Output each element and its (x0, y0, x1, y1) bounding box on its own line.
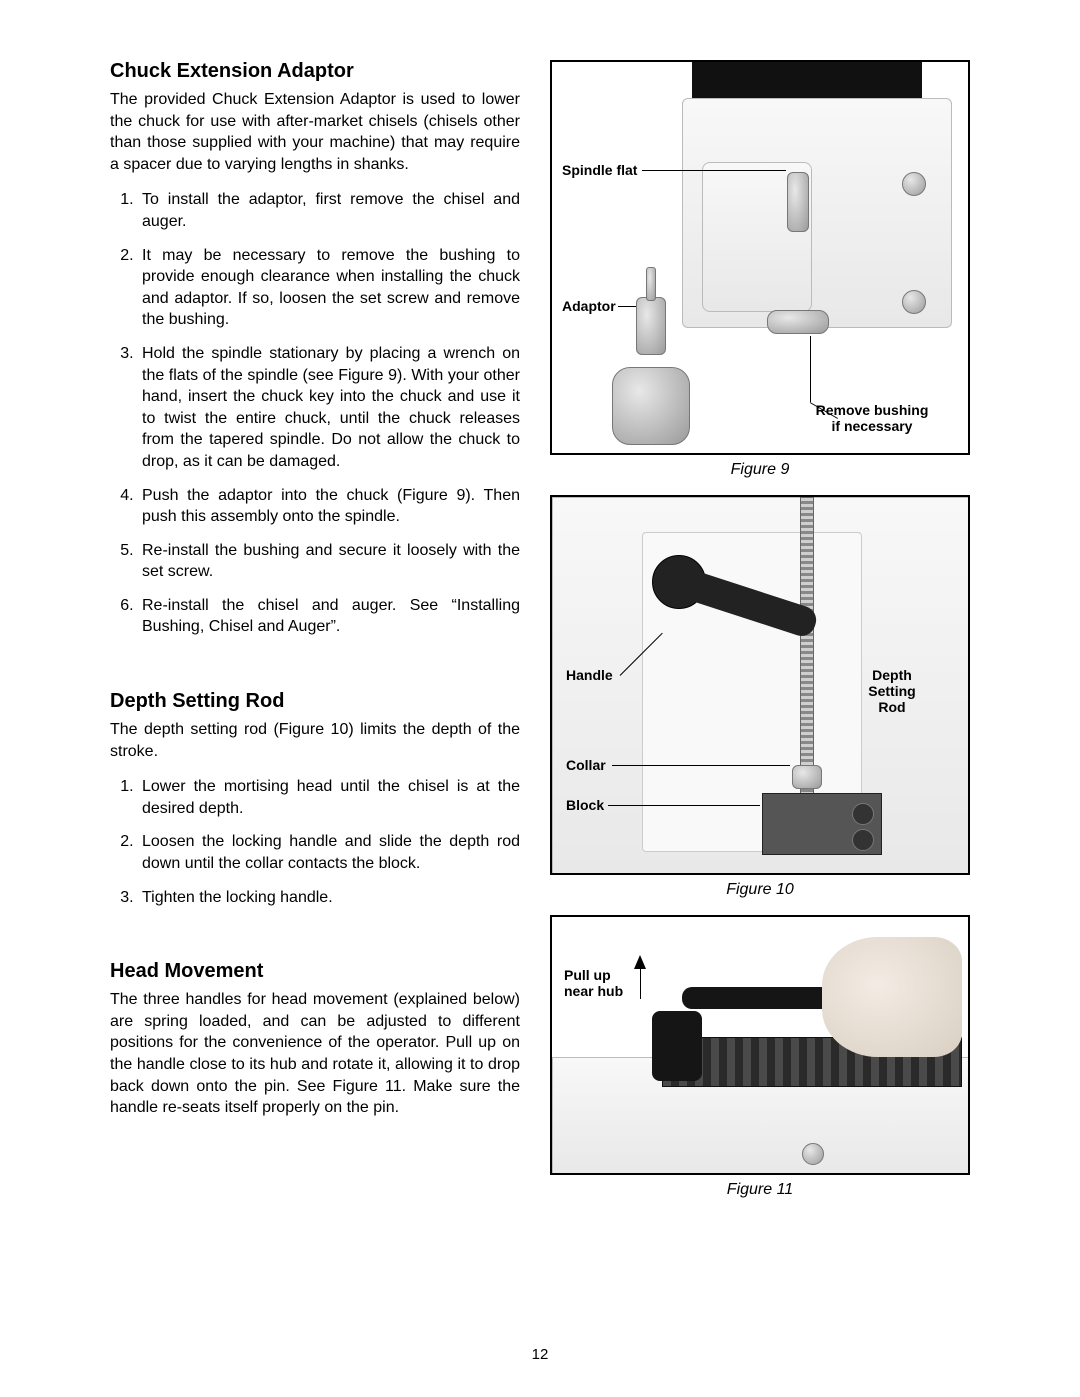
figure-10: Handle Collar Block Depth Setting Rod Fi… (550, 495, 970, 899)
block-screw (852, 803, 874, 825)
list-item: Re-install the chisel and auger. See “In… (138, 595, 520, 638)
list-item: Re-install the bushing and secure it loo… (138, 540, 520, 583)
spindle (787, 172, 809, 232)
depth-intro: The depth setting rod (Figure 10) limits… (110, 719, 520, 762)
arrow-stem (640, 969, 641, 999)
depth-rod-label: Depth Setting Rod (852, 667, 932, 715)
figure-9-caption: Figure 9 (550, 461, 970, 479)
figure-10-caption: Figure 10 (550, 881, 970, 899)
chuck-part (612, 367, 690, 445)
base-hole (802, 1143, 824, 1165)
handle-label: Handle (566, 667, 613, 683)
list-item: To install the adaptor, first remove the… (138, 189, 520, 232)
right-column: Spindle flat Adaptor Remove bushing if n… (550, 60, 970, 1215)
page-number: 12 (0, 1346, 1080, 1363)
collar-label: Collar (566, 757, 606, 773)
list-item: Push the adaptor into the chuck (Figure … (138, 485, 520, 528)
pull-up-label: Pull up near hub (564, 967, 623, 999)
handle-hub (652, 1011, 702, 1081)
depth-steps: Lower the mortising head until the chise… (110, 776, 520, 908)
list-item: Loosen the locking handle and slide the … (138, 831, 520, 874)
chuck-steps: To install the adaptor, first remove the… (110, 189, 520, 638)
left-column: Chuck Extension Adaptor The provided Chu… (110, 60, 520, 1215)
block-screw (852, 829, 874, 851)
collar-part (792, 765, 822, 789)
leader-line (642, 170, 786, 171)
figure-11-caption: Figure 11 (550, 1181, 970, 1199)
remove-bushing-label: Remove bushing if necessary (787, 402, 957, 434)
adaptor-label: Adaptor (562, 298, 616, 314)
bolt-icon (902, 290, 926, 314)
bolt-icon (902, 172, 926, 196)
figure-11-image: Pull up near hub (550, 915, 970, 1175)
figure-11: Pull up near hub Figure 11 (550, 915, 970, 1199)
spindle-flat-label: Spindle flat (562, 162, 637, 178)
block-label: Block (566, 797, 604, 813)
two-column-layout: Chuck Extension Adaptor The provided Chu… (110, 60, 970, 1215)
list-item: Lower the mortising head until the chise… (138, 776, 520, 819)
bushing (767, 310, 829, 334)
list-item: Tighten the locking handle. (138, 887, 520, 909)
hand-icon (822, 937, 962, 1057)
arrow-up-icon (634, 955, 646, 969)
chuck-heading: Chuck Extension Adaptor (110, 60, 520, 83)
figure-10-image: Handle Collar Block Depth Setting Rod (550, 495, 970, 875)
page: Chuck Extension Adaptor The provided Chu… (0, 0, 1080, 1397)
adaptor-part (636, 297, 666, 355)
list-item: Hold the spindle stationary by placing a… (138, 343, 520, 473)
motor-top (692, 62, 922, 98)
depth-heading: Depth Setting Rod (110, 690, 520, 713)
figure-9-image: Spindle flat Adaptor Remove bushing if n… (550, 60, 970, 455)
head-intro: The three handles for head movement (exp… (110, 989, 520, 1119)
chuck-intro: The provided Chuck Extension Adaptor is … (110, 89, 520, 175)
head-heading: Head Movement (110, 960, 520, 983)
leader-line (612, 765, 790, 766)
adaptor-stem (646, 267, 656, 301)
leader-line (618, 306, 636, 307)
leader-line (810, 336, 811, 402)
leader-line (608, 805, 760, 806)
figure-9: Spindle flat Adaptor Remove bushing if n… (550, 60, 970, 479)
list-item: It may be necessary to remove the bushin… (138, 245, 520, 331)
